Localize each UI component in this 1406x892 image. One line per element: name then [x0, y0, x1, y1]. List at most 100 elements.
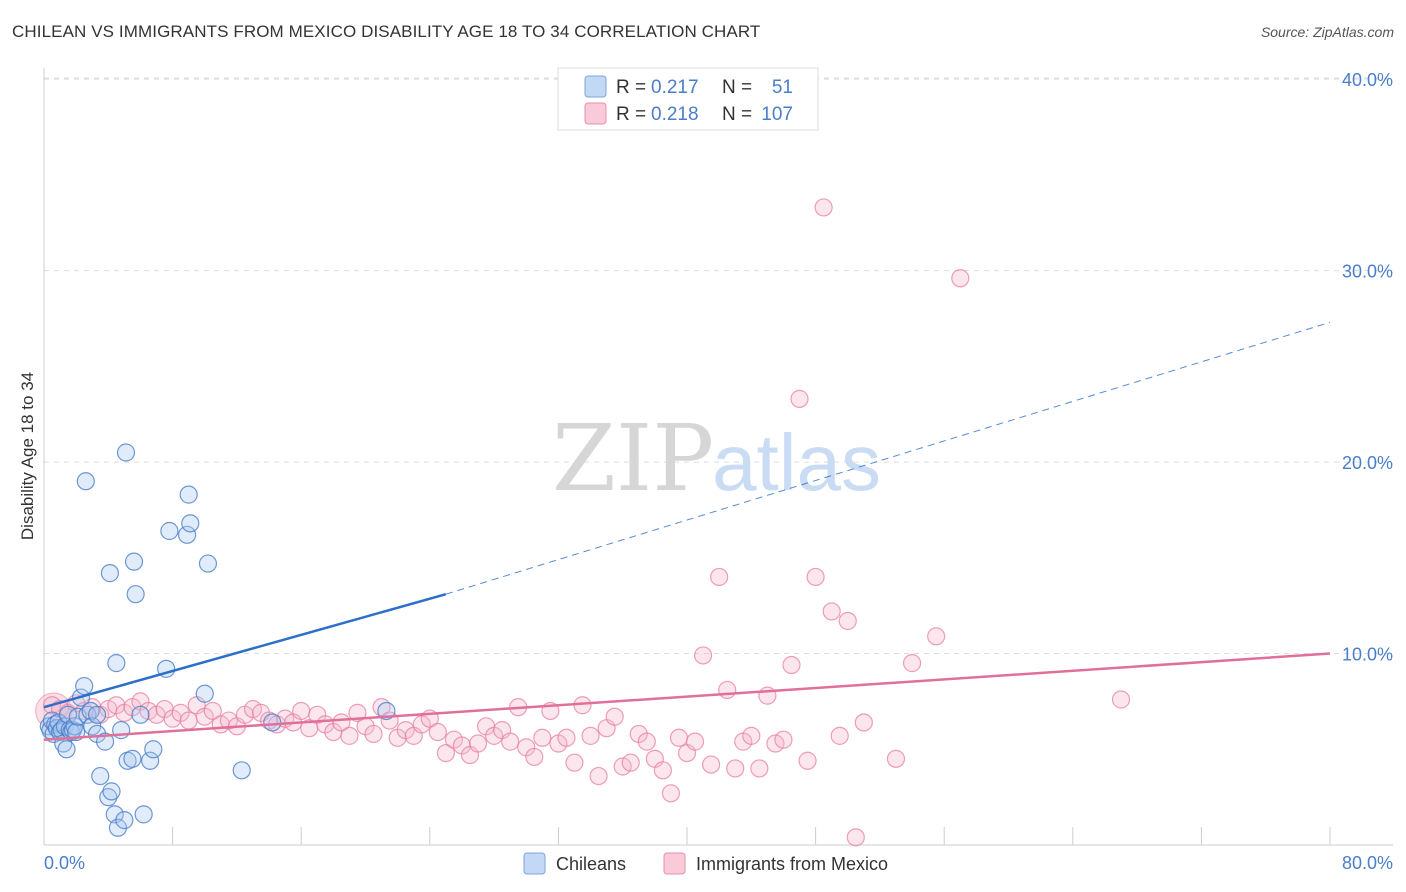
legend-r-label-mexico: R = [616, 104, 646, 125]
series-immigrants-from-mexico [35, 198, 1131, 847]
series-chileans [39, 443, 396, 837]
mexico-point-40 [364, 724, 383, 744]
mexico-point-49 [436, 743, 455, 763]
mexico-point-106 [1111, 690, 1131, 709]
mexico-point-36 [332, 713, 351, 732]
chileans-point-27 [99, 788, 118, 807]
chileans-point-51 [232, 761, 251, 780]
y-tick-labels: 10.0% 20.0% 30.0% 40.0% [1342, 70, 1393, 664]
mexico-point-64 [557, 728, 576, 747]
mexico-point-102 [902, 654, 922, 673]
legend-r-value-mexico: 0.218 [651, 104, 699, 125]
chileans-point-34 [123, 749, 142, 768]
chileans-point-48 [179, 485, 198, 504]
mexico-point-37 [340, 726, 359, 745]
chileans-point-46 [177, 525, 197, 544]
chileans-point-55 [87, 705, 107, 724]
x-tick-label-max: 80.0% [1342, 853, 1393, 873]
legend-n-value-mexico: 107 [761, 104, 793, 125]
chileans-point-40 [76, 472, 95, 491]
mexico-point-94 [798, 751, 817, 770]
mexico-point-80 [685, 732, 705, 751]
bottom-legend-label-mexico: Immigrants from Mexico [696, 854, 888, 874]
chileans-point-52 [263, 713, 282, 732]
chileans-point-45 [160, 521, 179, 541]
legend-swatch-chileans [584, 75, 607, 98]
legend-swatch-mexico [584, 102, 607, 125]
chileans-point-38 [100, 564, 120, 583]
mexico-point-105 [846, 828, 865, 847]
mexico-trend-line [43, 652, 1331, 741]
mexico-point-99 [838, 611, 857, 631]
mexico-point-17 [179, 711, 198, 730]
watermark: ZIP atlas [552, 405, 881, 512]
series-legend: Chileans Immigrants from Mexico [523, 852, 888, 875]
chileans-point-54 [107, 654, 126, 673]
chileans-point-49 [195, 684, 214, 703]
chileans-point-42 [140, 751, 160, 770]
mexico-point-95 [806, 567, 825, 587]
chileans-point-47 [181, 514, 200, 533]
mexico-point-103 [927, 627, 946, 646]
chileans-point-50 [198, 554, 218, 573]
y-tick-label-30: 30.0% [1342, 262, 1393, 282]
bottom-legend-label-chileans: Chileans [556, 854, 626, 874]
mexico-point-91 [774, 730, 793, 749]
chileans-point-26 [95, 732, 115, 751]
mexico-point-87 [742, 726, 761, 745]
trend-lines [43, 321, 1331, 741]
mexico-point-77 [661, 784, 681, 803]
mexico-point-97 [822, 602, 841, 621]
y-tick-label-10: 10.0% [1342, 645, 1393, 665]
mexico-point-76 [653, 761, 672, 780]
mexico-point-100 [854, 713, 873, 732]
chileans-point-28 [102, 782, 121, 801]
chileans-point-36 [131, 705, 150, 724]
mexico-point-98 [830, 726, 849, 745]
mexico-point-31 [292, 701, 311, 721]
x-tick-label-min: 0.0% [44, 853, 85, 873]
mexico-point-38 [348, 703, 367, 722]
chileans-point-39 [124, 552, 144, 571]
mexico-point-70 [605, 707, 624, 726]
chart-title: CHILEAN VS IMMIGRANTS FROM MEXICO DISABI… [12, 22, 761, 41]
chileans-trend-extension [445, 321, 1331, 595]
mexico-point-83 [710, 567, 729, 587]
mexico-point-84 [718, 680, 737, 700]
mexico-point-67 [581, 726, 600, 745]
mexico-point-104 [951, 269, 970, 288]
mexico-point-72 [621, 753, 640, 772]
mexico-point-48 [428, 722, 447, 742]
chileans-point-32 [115, 811, 134, 830]
chileans-point-35 [126, 585, 145, 604]
chileans-point-25 [91, 766, 110, 786]
chileans-trend-line [43, 592, 447, 709]
chart-source: Source: ZipAtlas.com [1260, 24, 1394, 40]
mexico-point-68 [589, 766, 608, 786]
watermark-atlas: atlas [712, 418, 881, 507]
chileans-point-20 [75, 676, 94, 696]
legend-r-value-chileans: 0.217 [651, 77, 699, 98]
mexico-point-61 [533, 728, 552, 747]
mexico-point-88 [750, 759, 769, 778]
legend-r-label-chileans: R = [616, 77, 646, 98]
mexico-point-101 [886, 749, 906, 768]
mexico-point-57 [501, 732, 520, 751]
legend-n-label-mexico: N = [722, 104, 752, 125]
mexico-point-82 [702, 755, 721, 774]
mexico-point-92 [782, 655, 801, 675]
gridlines [44, 77, 1393, 655]
bottom-legend-swatch-mexico [663, 852, 686, 875]
y-tick-label-20: 20.0% [1342, 453, 1393, 473]
bottom-legend-swatch-chileans [523, 852, 546, 875]
mexico-point-53 [468, 734, 488, 753]
mexico-point-65 [565, 753, 584, 772]
mexico-point-85 [726, 759, 745, 778]
chileans-point-11 [57, 740, 76, 759]
y-tick-label-40: 40.0% [1342, 70, 1393, 90]
y-axis-title: Disability Age 18 to 34 [18, 372, 37, 540]
chileans-point-41 [116, 443, 136, 462]
axes [43, 68, 1393, 846]
mexico-point-78 [669, 728, 689, 747]
legend-n-label-chileans: N = [722, 77, 752, 98]
